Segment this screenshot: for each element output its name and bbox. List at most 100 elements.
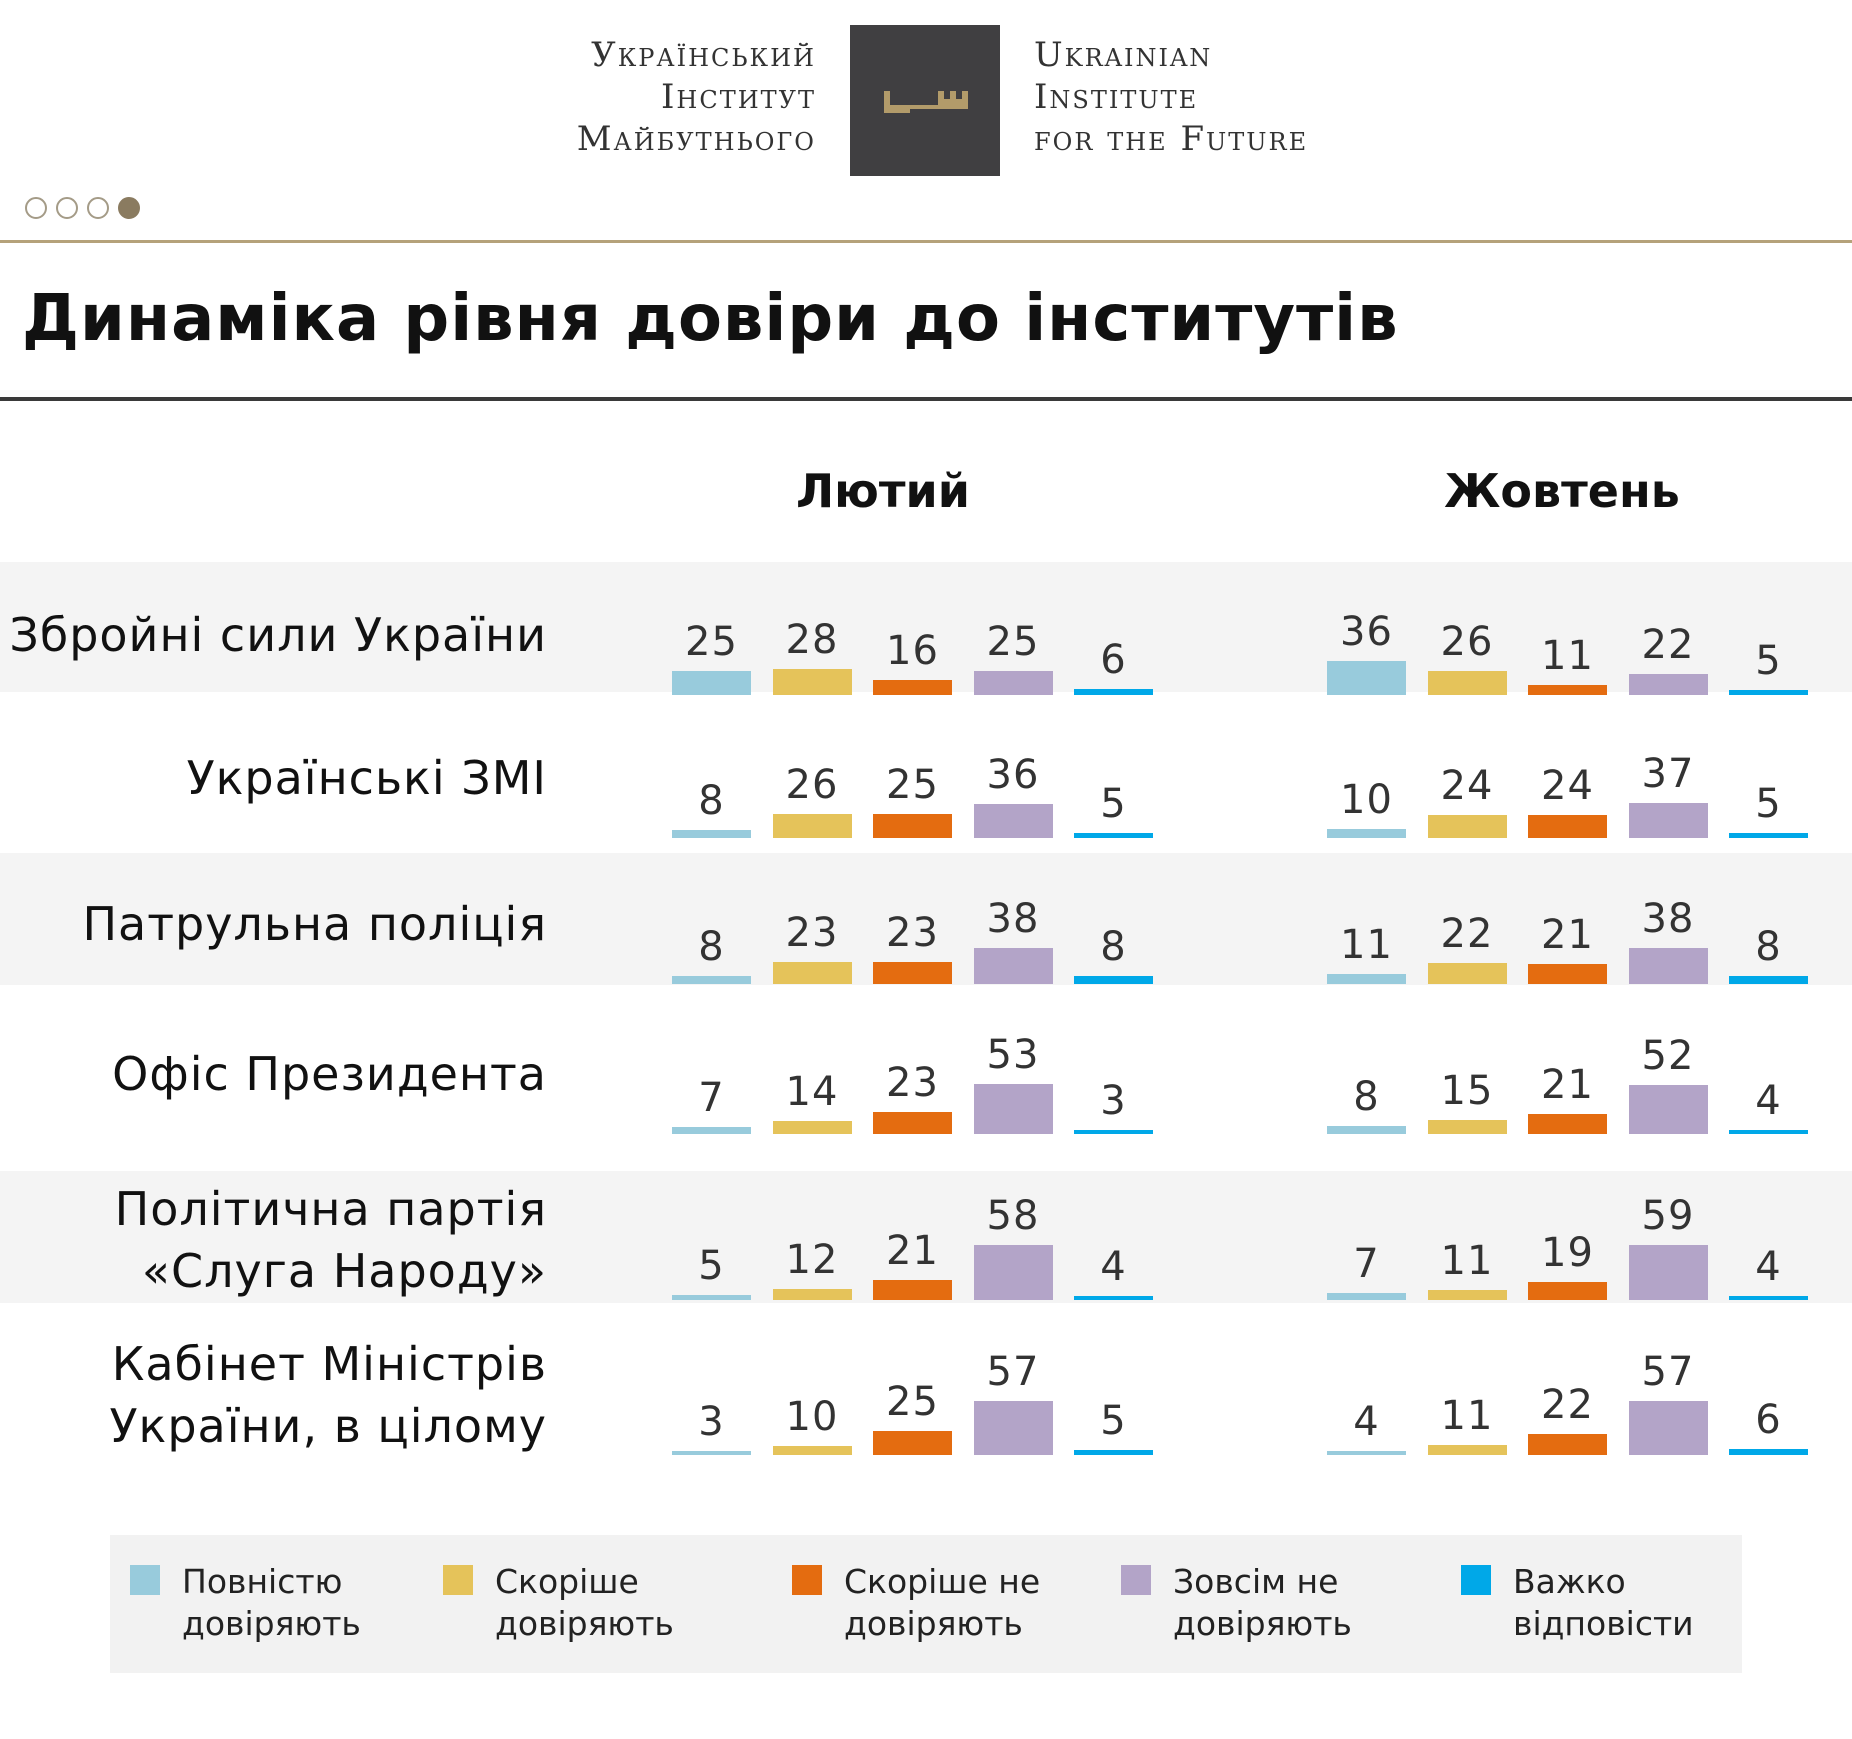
header-divider <box>0 240 1852 243</box>
bar-no-trust <box>1628 1245 1708 1300</box>
pager-dot[interactable] <box>118 197 140 219</box>
bar-value-label: 26 <box>785 762 839 808</box>
pager-dot[interactable] <box>87 197 109 219</box>
bar-rather-distrust <box>1528 964 1607 984</box>
bar-hard-to-say <box>1729 833 1808 838</box>
bar-value-label: 5 <box>1100 1398 1127 1444</box>
row-label: Патрульна поліція <box>82 897 547 951</box>
logo-line: Український <box>591 35 816 75</box>
bar-value-label: 25 <box>685 619 738 665</box>
bar-rather-trust <box>772 669 852 695</box>
legend-label: Повністю довіряють <box>182 1562 361 1643</box>
bar-full-trust <box>672 830 751 838</box>
bar-value-label: 8 <box>1755 924 1782 970</box>
bar-hard-to-say <box>1074 689 1153 695</box>
bar-value-label: 16 <box>886 628 939 674</box>
bar-value-label: 57 <box>986 1349 1040 1395</box>
bar-value-label: 7 <box>1353 1241 1380 1287</box>
bar-value-label: 23 <box>785 910 839 956</box>
bar-rather-trust <box>1427 963 1507 984</box>
legend-label: Скоріше довіряють <box>495 1562 674 1643</box>
bar-value-label: 57 <box>1641 1349 1695 1395</box>
bar-hard-to-say <box>1074 833 1153 838</box>
bar-value-label: 25 <box>886 762 939 808</box>
bar-value-label: 22 <box>1440 911 1494 957</box>
bar-value-label: 7 <box>698 1075 725 1121</box>
bar-value-label: 8 <box>698 924 725 970</box>
bar-no-trust <box>973 804 1053 838</box>
bar-value-label: 25 <box>986 619 1040 665</box>
bar-value-label: 11 <box>1440 1238 1494 1284</box>
bar-rather-distrust <box>873 1431 952 1455</box>
bar-value-label: 53 <box>986 1032 1040 1078</box>
legend-label: Зовсім не довіряють <box>1173 1562 1352 1643</box>
pager-dot[interactable] <box>56 197 78 219</box>
bar-value-label: 5 <box>1755 638 1782 684</box>
bar-no-trust <box>1628 803 1708 838</box>
bar-rather-trust <box>772 962 852 984</box>
bar-hard-to-say <box>1074 1296 1153 1300</box>
bar-hard-to-say <box>1729 1449 1808 1455</box>
bar-hard-to-say <box>1074 1450 1153 1455</box>
bar-value-label: 36 <box>986 752 1040 798</box>
bar-value-label: 15 <box>1440 1068 1494 1114</box>
logo-text-english: Ukrainian Institute for the Future <box>1034 34 1308 160</box>
legend-label: Скоріше не довіряють <box>844 1562 1041 1643</box>
bar-full-trust <box>672 1127 751 1134</box>
legend-swatch <box>1121 1565 1151 1595</box>
legend-swatch <box>443 1565 473 1595</box>
bar-value-label: 11 <box>1541 633 1594 679</box>
bar-no-trust <box>1628 1401 1708 1455</box>
pager-dot[interactable] <box>25 197 47 219</box>
row-label: Політична партія «Слуга Народу» <box>114 1182 547 1298</box>
logo-line: Ukrainian <box>1034 35 1213 75</box>
row-label: Офіс Президента <box>112 1047 547 1101</box>
bar-rather-trust <box>1427 815 1507 838</box>
bar-value-label: 19 <box>1541 1230 1594 1276</box>
bar-value-label: 28 <box>785 617 839 663</box>
row-label: Кабінет Міністрів України, в цілому <box>109 1337 547 1453</box>
bar-hard-to-say <box>1729 1296 1808 1300</box>
bar-value-label: 10 <box>785 1394 839 1440</box>
bar-value-label: 6 <box>1755 1397 1782 1443</box>
bar-no-trust <box>973 1401 1053 1455</box>
bar-full-trust <box>1327 1126 1406 1134</box>
bar-rather-trust <box>772 1446 852 1455</box>
bar-value-label: 4 <box>1353 1399 1380 1445</box>
bar-full-trust <box>1327 661 1406 695</box>
legend-swatch <box>1461 1565 1491 1595</box>
bar-rather-trust <box>772 1289 852 1300</box>
bar-rather-distrust <box>1528 1114 1607 1134</box>
period-header: Лютий <box>795 464 971 518</box>
bar-no-trust <box>1628 674 1708 695</box>
bar-value-label: 10 <box>1340 777 1393 823</box>
logo-line: Інститут <box>660 77 816 117</box>
period-header: Жовтень <box>1444 464 1680 518</box>
legend-swatch <box>130 1565 160 1595</box>
bar-rather-distrust <box>873 680 952 695</box>
bar-value-label: 8 <box>1100 924 1127 970</box>
bar-value-label: 8 <box>698 778 725 824</box>
logo-text-ukrainian: Український Інститут Майбутнього <box>577 34 816 160</box>
bar-rather-trust <box>772 814 852 838</box>
bar-value-label: 5 <box>698 1243 725 1289</box>
bar-value-label: 38 <box>986 896 1040 942</box>
legend-swatch <box>792 1565 822 1595</box>
bar-no-trust <box>1628 1085 1708 1134</box>
bar-rather-distrust <box>873 962 952 984</box>
bar-value-label: 52 <box>1641 1033 1695 1079</box>
bar-full-trust <box>1327 974 1406 984</box>
bar-full-trust <box>672 1451 751 1455</box>
bar-value-label: 5 <box>1755 781 1782 827</box>
bar-full-trust <box>1327 829 1406 838</box>
bar-full-trust <box>1327 1451 1406 1455</box>
bar-value-label: 58 <box>986 1193 1040 1239</box>
bar-hard-to-say <box>1074 1130 1153 1134</box>
bar-value-label: 4 <box>1755 1244 1782 1290</box>
bar-rather-distrust <box>1528 815 1607 838</box>
bar-hard-to-say <box>1729 690 1808 695</box>
bar-rather-distrust <box>873 814 952 838</box>
bar-full-trust <box>672 671 751 695</box>
row-label: Українські ЗМІ <box>186 751 547 805</box>
row-label: Збройні сили України <box>9 608 547 662</box>
